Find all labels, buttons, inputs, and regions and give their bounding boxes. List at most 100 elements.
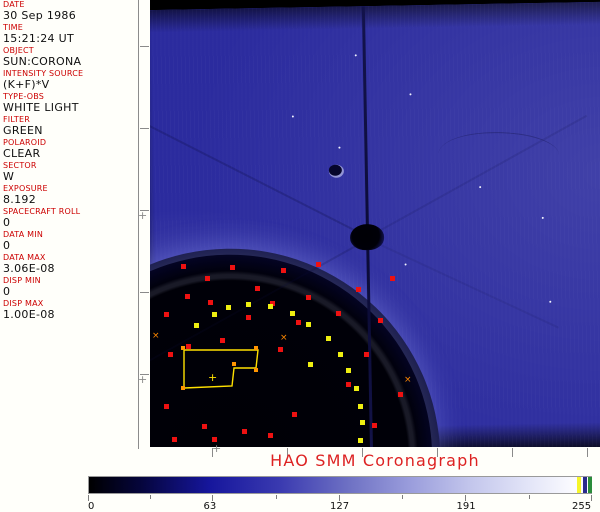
colorbar-ramp <box>88 476 592 494</box>
metadata-value: W <box>3 170 15 183</box>
metadata-field: SECTOR W <box>0 161 138 183</box>
metadata-key: TYPE-OBS <box>3 92 45 101</box>
marker-yellow <box>338 352 343 357</box>
axis-tick-bottom <box>512 448 513 457</box>
polygon-vertex-handle[interactable] <box>181 346 185 350</box>
axis-tick-left <box>140 46 149 47</box>
metadata-field: TIME 15:21:24 UT <box>0 23 138 45</box>
metadata-field: DATE 30 Sep 1986 <box>0 0 138 22</box>
polygon-vertex-handle[interactable] <box>254 346 258 350</box>
axis-tick-left <box>140 210 149 211</box>
colorbar-tick-label: 255 <box>572 501 592 512</box>
metadata-value: SUN:CORONA <box>3 55 82 68</box>
marker-red <box>242 429 247 434</box>
marker-red <box>164 404 169 409</box>
polygon-vertex-handle[interactable] <box>232 362 236 366</box>
marker-red <box>220 338 225 343</box>
metadata-value: (K+F)*V <box>3 78 50 91</box>
colorbar-tick-label: 0 <box>88 501 95 512</box>
colorbar-minor-tick <box>402 495 404 499</box>
marker-red <box>255 286 260 291</box>
colorbar-tick <box>88 495 89 501</box>
metadata-value: 8.192 <box>3 193 36 206</box>
metadata-value: 3.06E-08 <box>3 262 55 275</box>
colorbar-tick <box>212 495 214 501</box>
marker-red <box>296 320 301 325</box>
axis-cross-mark: + <box>138 209 148 222</box>
metadata-value: 0 <box>3 239 11 252</box>
panel-divider <box>138 0 139 449</box>
marker-red <box>230 265 235 270</box>
marker-red <box>398 392 403 397</box>
polygon-vertex-handle[interactable] <box>254 368 258 372</box>
marker-yellow <box>268 304 273 309</box>
marker-yellow <box>212 312 217 317</box>
marker-red <box>372 423 377 428</box>
colorbar-tick <box>465 495 467 501</box>
metadata-value: 0 <box>3 285 11 298</box>
marker-red <box>181 264 186 269</box>
axis-tick-bottom <box>362 448 363 457</box>
metadata-key: OBJECT <box>3 46 34 55</box>
marker-red <box>168 352 173 357</box>
axis-tick-bottom <box>587 448 588 457</box>
metadata-key: DATA MAX <box>3 253 46 262</box>
metadata-key: DATA MIN <box>3 230 43 239</box>
marker-red <box>356 287 361 292</box>
marker-yellow <box>246 302 251 307</box>
colorbar-tick-label: 63 <box>203 501 217 512</box>
metadata-value: GREEN <box>3 124 43 137</box>
marker-red <box>208 300 213 305</box>
marker-red <box>306 295 311 300</box>
image-display[interactable]: × × × + <box>150 0 600 447</box>
marker-yellow <box>326 336 331 341</box>
marker-yellow <box>308 362 313 367</box>
metadata-key: SPACECRAFT ROLL <box>3 207 81 216</box>
metadata-field: FILTER GREEN <box>0 115 138 137</box>
metadata-field: SPACECRAFT ROLL 0 <box>0 207 138 229</box>
colorbar-band <box>577 477 582 493</box>
metadata-key: FILTER <box>3 115 31 124</box>
marker-red <box>346 382 351 387</box>
metadata-field: DISP MAX 1.00E-08 <box>0 299 138 321</box>
metadata-field: OBJECT SUN:CORONA <box>0 46 138 68</box>
marker-red <box>378 318 383 323</box>
colorbar-tick <box>338 495 340 501</box>
colorbar-minor-tick <box>528 495 530 499</box>
metadata-key: EXPOSURE <box>3 184 48 193</box>
colorbar-band <box>587 477 592 493</box>
marker-red <box>246 315 251 320</box>
marker-red <box>185 294 190 299</box>
region-polygon[interactable] <box>150 0 600 447</box>
metadata-field: EXPOSURE 8.192 <box>0 184 138 206</box>
metadata-value: CLEAR <box>3 147 41 160</box>
metadata-value: 30 Sep 1986 <box>3 9 77 22</box>
polygon-vertex-handle[interactable] <box>181 386 185 390</box>
marker-yellow <box>194 323 199 328</box>
marker-red <box>281 268 286 273</box>
colorbar-minor-tick <box>275 495 277 499</box>
axis-tick-bottom <box>212 448 213 457</box>
metadata-key: DISP MIN <box>3 276 41 285</box>
metadata-value: WHITE LIGHT <box>3 101 79 114</box>
marker-yellow <box>360 420 365 425</box>
marker-red <box>270 301 275 306</box>
marker-yellow <box>290 311 295 316</box>
colorbar-minor-tick <box>150 495 152 499</box>
colorbar-band <box>582 477 587 493</box>
colorbar[interactable]: 0 63 127 191 255 <box>88 476 592 512</box>
metadata-key: POLAROID <box>3 138 47 147</box>
marker-red <box>186 344 191 349</box>
cursor-crosshair: + <box>208 371 218 384</box>
marker-yellow <box>306 322 311 327</box>
metadata-panel: DATE 30 Sep 1986 TIME 15:21:24 UT OBJECT SUN:… <box>0 0 138 449</box>
marker-yellow <box>358 404 363 409</box>
marker-yellow <box>358 438 363 443</box>
marker-x: × <box>404 375 412 385</box>
marker-red <box>164 312 169 317</box>
axis-tick-left <box>140 128 149 129</box>
metadata-field: DATA MAX 3.06E-08 <box>0 253 138 275</box>
marker-x: × <box>152 331 160 341</box>
marker-red <box>268 433 273 438</box>
